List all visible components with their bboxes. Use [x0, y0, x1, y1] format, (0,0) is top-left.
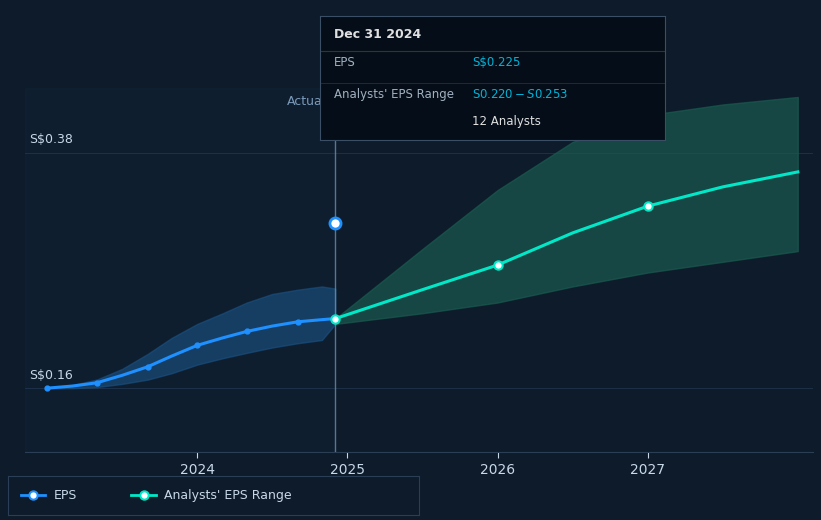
Text: S$0.225: S$0.225	[472, 56, 521, 69]
Text: S$0.16: S$0.16	[29, 369, 73, 382]
Bar	[25, 88, 336, 452]
Text: Dec 31 2024: Dec 31 2024	[334, 28, 421, 41]
Text: S$0.38: S$0.38	[29, 133, 73, 146]
Text: S$0.220 - S$0.253: S$0.220 - S$0.253	[472, 88, 568, 101]
Text: Actual: Actual	[287, 95, 327, 108]
Text: Analysts' EPS Range: Analysts' EPS Range	[334, 88, 454, 101]
Text: 12 Analysts: 12 Analysts	[472, 115, 541, 128]
Text: EPS: EPS	[334, 56, 355, 69]
Text: Analysts Forecasts: Analysts Forecasts	[344, 95, 461, 108]
Text: Analysts' EPS Range: Analysts' EPS Range	[164, 489, 291, 502]
Text: EPS: EPS	[53, 489, 76, 502]
